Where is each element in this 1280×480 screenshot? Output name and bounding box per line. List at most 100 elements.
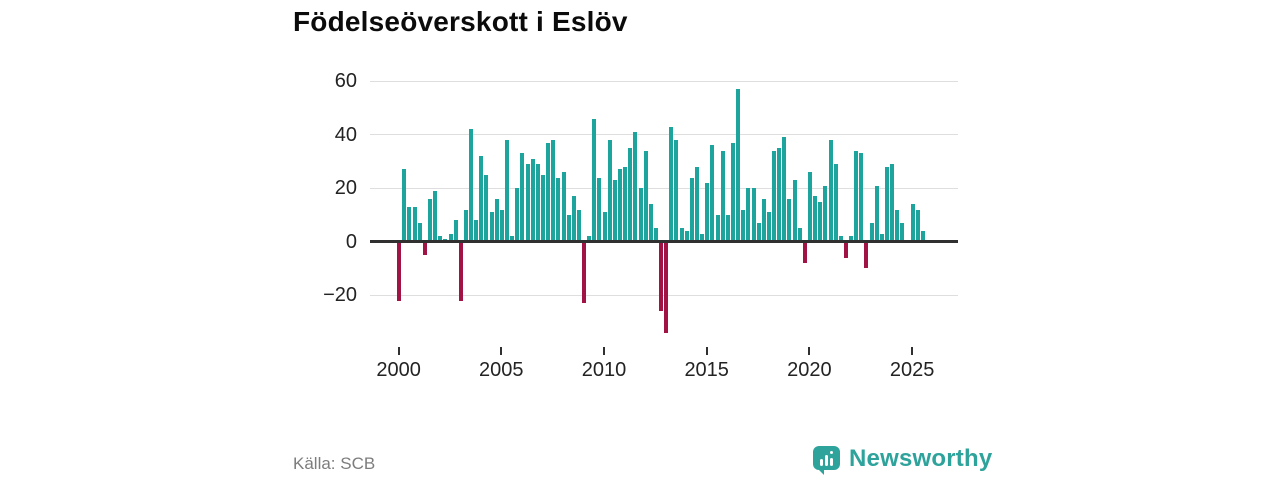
bar <box>849 236 854 242</box>
bar <box>900 222 905 242</box>
y-axis-label: 20 <box>334 177 357 200</box>
bar <box>818 201 823 242</box>
bar <box>587 236 592 242</box>
bar <box>864 241 869 269</box>
x-axis-label: 2020 <box>787 359 832 381</box>
bar <box>705 182 710 242</box>
bar <box>895 209 900 242</box>
bar <box>576 209 581 242</box>
bar <box>623 166 628 242</box>
x-axis-label: 2005 <box>479 359 524 381</box>
bar <box>833 164 838 242</box>
bar <box>540 174 545 242</box>
speech-bubble-tail <box>815 466 824 475</box>
bar <box>746 188 751 242</box>
bar <box>479 156 484 242</box>
bar <box>515 188 520 242</box>
chart-title: Födelseöverskott i Eslöv <box>293 6 628 37</box>
bar <box>669 126 674 242</box>
x-axis-label: 2025 <box>889 359 935 381</box>
mini-chart-bar <box>825 455 828 466</box>
bar <box>628 148 633 242</box>
bar <box>494 198 499 242</box>
bar <box>638 188 643 242</box>
bar <box>422 241 427 256</box>
bar <box>659 241 664 312</box>
bar <box>546 142 551 242</box>
bar <box>397 241 402 301</box>
bar <box>787 198 792 242</box>
bar <box>715 214 720 242</box>
bar <box>566 214 571 242</box>
bar <box>489 212 494 242</box>
bar <box>761 198 766 242</box>
bar <box>772 150 777 242</box>
y-axis-label: −20 <box>323 284 357 307</box>
bar <box>458 241 463 301</box>
bar <box>890 164 895 242</box>
bar <box>474 220 479 242</box>
newsworthy-wordmark: Newsworthy <box>849 445 993 472</box>
bar <box>859 153 864 242</box>
bar <box>808 172 812 242</box>
bar <box>407 206 412 242</box>
bar <box>433 190 438 242</box>
mini-chart-dot <box>830 451 833 454</box>
bar <box>633 132 638 242</box>
bar <box>597 177 602 242</box>
x-axis-tick <box>808 347 811 355</box>
bar <box>751 188 756 242</box>
bar <box>869 222 874 242</box>
source-caption: Källa: SCB <box>293 454 376 473</box>
bar <box>453 220 458 242</box>
y-axis-label: 0 <box>345 230 357 253</box>
bar <box>854 150 859 242</box>
bar <box>843 241 848 258</box>
bar <box>797 228 802 242</box>
bar <box>915 209 920 242</box>
bar <box>802 241 807 264</box>
bar <box>607 140 612 242</box>
bar <box>448 233 453 242</box>
bar <box>910 204 915 242</box>
bar <box>679 228 684 242</box>
bar <box>463 209 468 242</box>
bar <box>674 140 679 242</box>
x-axis-tick <box>911 347 914 355</box>
bar <box>484 174 489 242</box>
x-axis-tick <box>705 347 708 355</box>
y-axis-label: 40 <box>334 123 357 146</box>
bar <box>530 158 535 242</box>
bar <box>417 222 422 242</box>
bar <box>618 169 622 242</box>
bar <box>813 196 818 242</box>
bar <box>551 140 556 242</box>
bar <box>428 198 432 242</box>
bar <box>695 166 700 242</box>
bar <box>438 236 443 242</box>
bar <box>653 228 658 242</box>
bar <box>777 148 782 242</box>
x-axis-zero-line <box>370 240 958 244</box>
newsworthy-bubble-icon <box>813 446 840 475</box>
bar <box>766 212 771 242</box>
bar <box>874 185 879 242</box>
bar <box>643 150 648 242</box>
bar <box>535 164 540 242</box>
bar <box>561 172 566 242</box>
bar <box>525 164 530 242</box>
bar <box>823 185 828 242</box>
bar <box>505 140 510 242</box>
bar <box>510 236 515 242</box>
bar <box>725 214 730 242</box>
bar <box>879 233 884 242</box>
x-axis-tick <box>397 347 400 355</box>
bar <box>700 233 705 242</box>
bar <box>885 166 890 242</box>
x-axis-label: 2010 <box>581 359 627 381</box>
bar <box>520 153 525 242</box>
gridline-y20 <box>370 187 958 189</box>
bar <box>582 241 587 304</box>
x-axis-tick <box>500 347 503 355</box>
y-axis-label: 60 <box>334 70 357 93</box>
